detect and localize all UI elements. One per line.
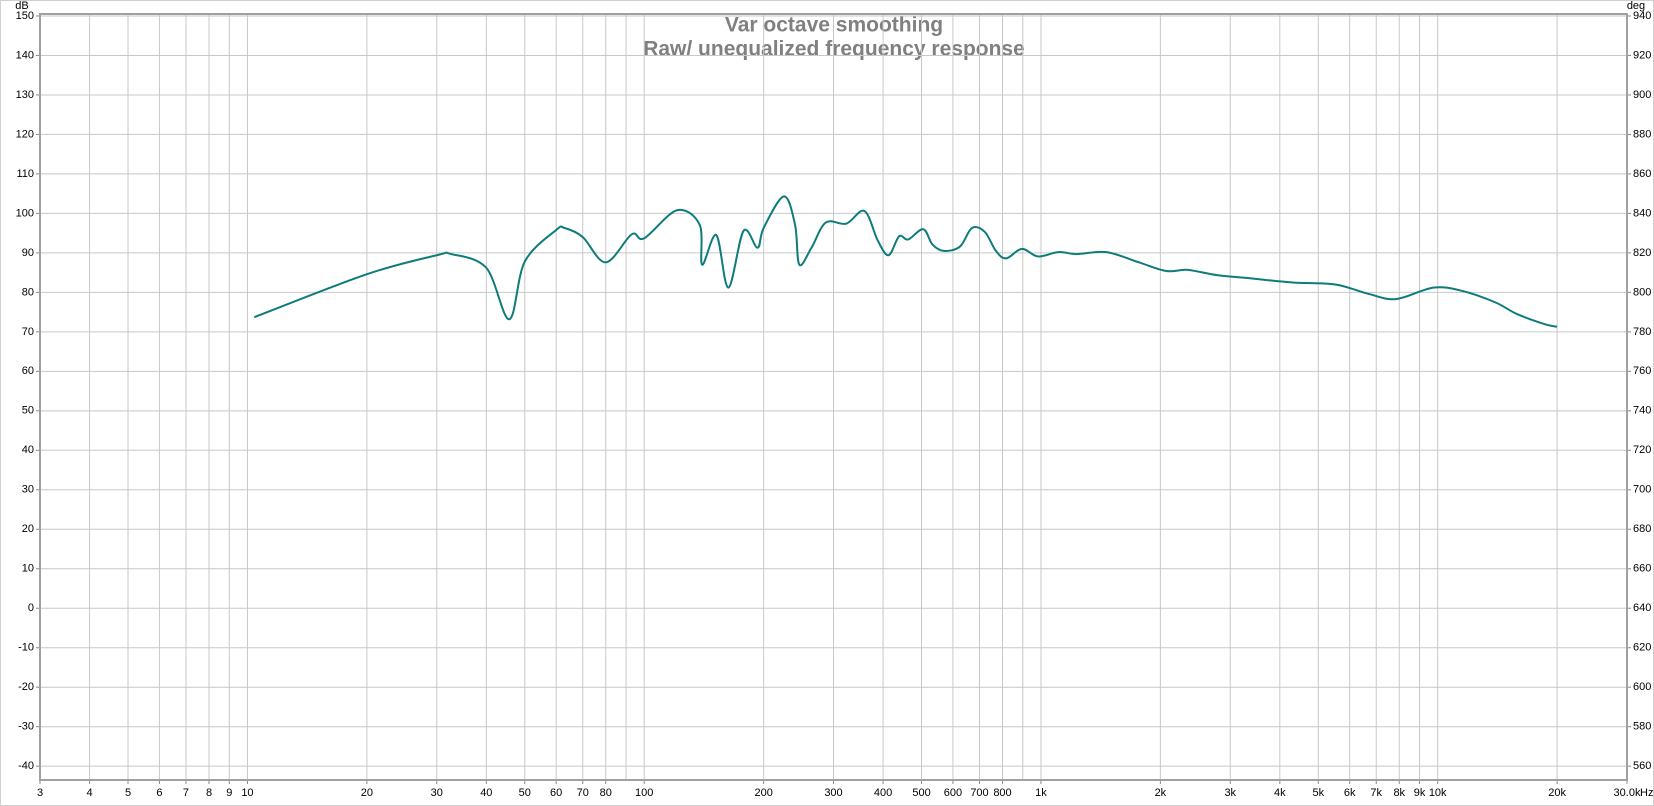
x-tick-label: 700	[970, 787, 988, 799]
x-tick-label: 200	[754, 787, 772, 799]
y-tick-label: 100	[16, 207, 34, 219]
x-tick-label: 8	[206, 787, 212, 799]
y-tick-label: -20	[18, 681, 34, 693]
y-tick-label: 120	[16, 128, 34, 140]
x-tick-label: 20	[361, 787, 373, 799]
x-tick-label: 50	[519, 787, 531, 799]
y2-tick-label: 880	[1633, 128, 1651, 140]
x-tick-label: 10k	[1429, 787, 1447, 799]
y-tick-label: 70	[22, 326, 34, 338]
y-tick-label: -40	[18, 760, 34, 772]
y-axis-label: dB	[15, 0, 28, 12]
x-tick-label: 400	[874, 787, 892, 799]
y-tick-label: 60	[22, 365, 34, 377]
x-tick-label: 2k	[1155, 787, 1167, 799]
x-tick-label: 3	[37, 787, 43, 799]
x-tick-label: 6k	[1344, 787, 1356, 799]
y2-tick-label: 660	[1633, 563, 1651, 575]
x-tick-label: 9	[226, 787, 232, 799]
y2-tick-label: 860	[1633, 168, 1651, 180]
x-unit-label: Hz	[1640, 787, 1653, 799]
y-tick-label: 110	[16, 168, 34, 180]
y2-axis-label: deg	[1627, 0, 1645, 12]
y2-tick-label: 940	[1633, 10, 1651, 22]
y-tick-label: 90	[22, 247, 34, 259]
x-tick-label: 8k	[1393, 787, 1405, 799]
y2-tick-label: 700	[1633, 484, 1651, 496]
y-tick-label: 50	[22, 405, 34, 417]
y2-tick-label: 800	[1633, 286, 1651, 298]
x-tick-label: 3k	[1224, 787, 1236, 799]
y2-tick-label: 560	[1633, 760, 1651, 772]
x-tick-label: 100	[635, 787, 653, 799]
y-tick-label: -10	[18, 642, 34, 654]
y-tick-label: 10	[22, 563, 34, 575]
x-tick-label: 300	[824, 787, 842, 799]
y-tick-label: -30	[18, 721, 34, 733]
x-tick-label: 1k	[1035, 787, 1047, 799]
x-tick-label: 7	[183, 787, 189, 799]
x-tick-label: 4k	[1274, 787, 1286, 799]
y2-tick-label: 720	[1633, 444, 1651, 456]
x-tick-label: 70	[577, 787, 589, 799]
y-tick-label: 40	[22, 444, 34, 456]
series-line	[253, 195, 1558, 328]
y2-tick-label: 620	[1633, 642, 1651, 654]
y2-tick-label: 780	[1633, 326, 1651, 338]
x-tick-label: 5k	[1312, 787, 1324, 799]
x-tick-label: 30	[431, 787, 443, 799]
x-tick-label: 60	[550, 787, 562, 799]
x-tick-label: 5	[125, 787, 131, 799]
y-tick-label: 80	[22, 286, 34, 298]
x-tick-label: 20k	[1548, 787, 1566, 799]
y-tick-label: 20	[22, 523, 34, 535]
y2-tick-label: 740	[1633, 405, 1651, 417]
y-tick-label: 30	[22, 484, 34, 496]
y-tick-label: 150	[16, 10, 34, 22]
x-tick-label: 10	[241, 787, 253, 799]
x-tick-label: 6	[156, 787, 162, 799]
x-tick-label: 7k	[1370, 787, 1382, 799]
y2-tick-label: 900	[1633, 89, 1651, 101]
y2-tick-label: 760	[1633, 365, 1651, 377]
x-tick-label: 40	[480, 787, 492, 799]
x-tick-label: 800	[993, 787, 1011, 799]
y-tick-label: 0	[28, 602, 34, 614]
y2-tick-label: 680	[1633, 523, 1651, 535]
y-tick-label: 130	[16, 89, 34, 101]
y2-tick-label: 840	[1633, 207, 1651, 219]
x-tick-label: 4	[87, 787, 93, 799]
x-tick-label: 80	[600, 787, 612, 799]
x-tick-label: 30.0k	[1614, 787, 1641, 799]
y2-tick-label: 640	[1633, 602, 1651, 614]
plot-frame	[39, 13, 1628, 781]
y2-tick-label: 920	[1633, 49, 1651, 61]
x-tick-label: 500	[912, 787, 930, 799]
y2-tick-label: 600	[1633, 681, 1651, 693]
y-tick-label: 140	[16, 49, 34, 61]
x-tick-label: 600	[944, 787, 962, 799]
x-tick-label: 9k	[1414, 787, 1426, 799]
y2-tick-label: 580	[1633, 721, 1651, 733]
y2-tick-label: 820	[1633, 247, 1651, 259]
